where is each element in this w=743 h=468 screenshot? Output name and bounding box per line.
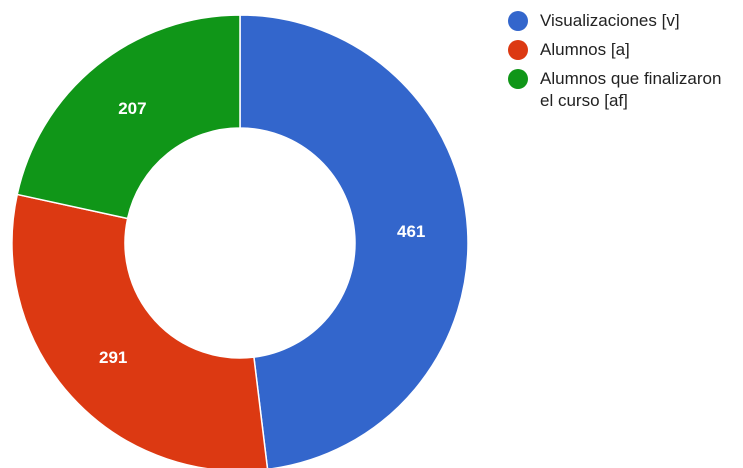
legend-item: Alumnos que finalizaron el curso [af] xyxy=(508,68,733,112)
legend-label: Alumnos que finalizaron el curso [af] xyxy=(540,69,722,110)
donut-slice xyxy=(16,14,241,220)
legend-swatch xyxy=(508,69,528,89)
legend-swatch xyxy=(508,11,528,31)
value-label: 291 xyxy=(99,348,127,367)
chart: 461 291 207 xyxy=(11,14,469,468)
donut-slice xyxy=(11,193,269,468)
donut-slice xyxy=(239,14,469,468)
legend-label: Visualizaciones [v] xyxy=(540,11,680,30)
legend-label: Alumnos [a] xyxy=(540,40,630,59)
legend-item: Visualizaciones [v] xyxy=(508,10,733,32)
legend-swatch xyxy=(508,40,528,60)
legend-item: Alumnos [a] xyxy=(508,39,733,61)
legend: Visualizaciones [v] Alumnos [a] Alumnos qu… xyxy=(508,10,733,119)
value-label: 461 xyxy=(397,222,425,241)
value-label: 207 xyxy=(118,99,146,118)
